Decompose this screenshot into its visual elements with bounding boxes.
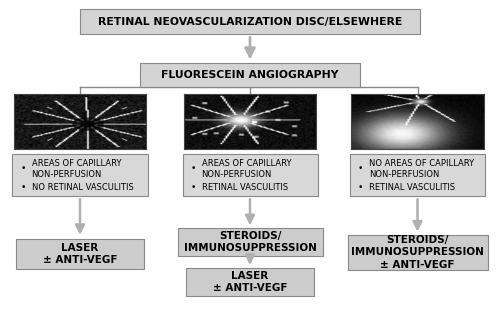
Text: STEROIDS/
IMMUNOSUPPRESSION
± ANTI-VEGF: STEROIDS/ IMMUNOSUPPRESSION ± ANTI-VEGF <box>351 235 484 270</box>
Text: LASER
± ANTI-VEGF: LASER ± ANTI-VEGF <box>213 271 287 294</box>
FancyBboxPatch shape <box>178 228 322 257</box>
Text: •: • <box>20 183 26 191</box>
FancyBboxPatch shape <box>16 239 144 269</box>
Text: •: • <box>358 164 364 173</box>
Text: RETINAL VASCULITIS: RETINAL VASCULITIS <box>369 183 455 191</box>
Text: AREAS OF CAPILLARY
NON-PERFUSION: AREAS OF CAPILLARY NON-PERFUSION <box>202 159 291 179</box>
FancyBboxPatch shape <box>186 268 314 297</box>
Text: AREAS OF CAPILLARY
NON-PERFUSION: AREAS OF CAPILLARY NON-PERFUSION <box>32 159 121 179</box>
FancyBboxPatch shape <box>348 234 488 270</box>
FancyBboxPatch shape <box>12 154 147 196</box>
Text: NO AREAS OF CAPILLARY
NON-PERFUSION: NO AREAS OF CAPILLARY NON-PERFUSION <box>369 159 474 179</box>
FancyBboxPatch shape <box>140 63 360 87</box>
Text: NO RETINAL VASCULITIS: NO RETINAL VASCULITIS <box>32 183 133 191</box>
Text: LASER
± ANTI-VEGF: LASER ± ANTI-VEGF <box>43 242 117 265</box>
Text: STEROIDS/
IMMUNOSUPPRESSION: STEROIDS/ IMMUNOSUPPRESSION <box>184 231 316 254</box>
Text: •: • <box>190 183 196 191</box>
FancyBboxPatch shape <box>182 154 318 196</box>
Text: RETINAL VASCULITIS: RETINAL VASCULITIS <box>202 183 288 191</box>
Text: RETINAL NEOVASCULARIZATION DISC/ELSEWHERE: RETINAL NEOVASCULARIZATION DISC/ELSEWHER… <box>98 17 402 27</box>
FancyBboxPatch shape <box>80 9 420 34</box>
Text: •: • <box>190 164 196 173</box>
Text: •: • <box>358 183 364 191</box>
FancyBboxPatch shape <box>350 154 485 196</box>
Text: FLUORESCEIN ANGIOGRAPHY: FLUORESCEIN ANGIOGRAPHY <box>161 70 339 80</box>
Text: •: • <box>20 164 26 173</box>
